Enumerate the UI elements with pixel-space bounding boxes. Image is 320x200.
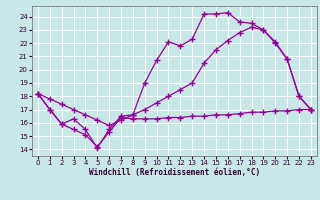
X-axis label: Windchill (Refroidissement éolien,°C): Windchill (Refroidissement éolien,°C) [89,168,260,177]
